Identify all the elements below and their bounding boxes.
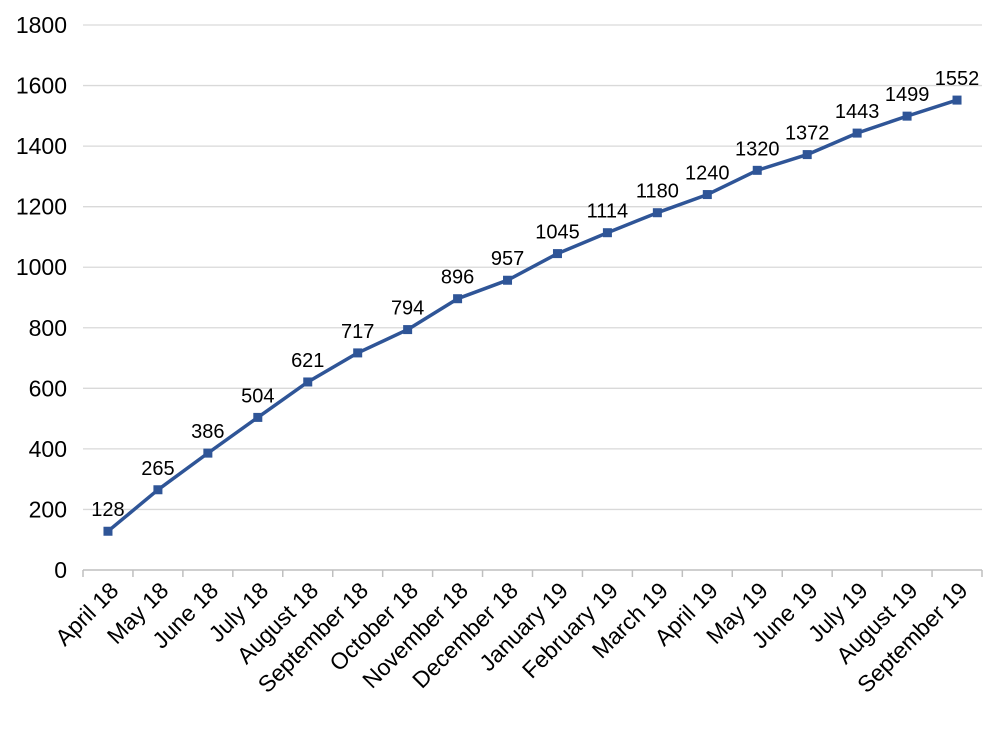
y-tick-label: 1600 <box>16 73 67 99</box>
data-label: 1240 <box>685 163 730 185</box>
data-label: 717 <box>341 321 374 343</box>
y-tick-label: 1200 <box>16 194 67 220</box>
data-point <box>652 208 662 218</box>
data-label: 896 <box>441 267 474 289</box>
data-labels: 128 265 386 504 621 717 794 896 957 1045 1114 1180 1… <box>91 68 979 521</box>
data-label: 265 <box>141 458 174 480</box>
y-tick-label: 1400 <box>16 133 67 159</box>
y-tick-label: 600 <box>29 375 67 401</box>
data-point <box>602 228 612 238</box>
data-label: 1552 <box>935 68 980 90</box>
data-label: 1499 <box>885 84 930 106</box>
data-label: 128 <box>91 499 124 521</box>
data-label: 1114 <box>587 201 629 223</box>
data-point <box>852 128 862 138</box>
y-tick-label: 1800 <box>16 12 67 38</box>
data-point <box>253 412 263 422</box>
data-point <box>353 348 363 358</box>
data-point <box>453 294 463 304</box>
data-point <box>503 275 513 285</box>
data-point <box>702 190 712 200</box>
data-label: 1045 <box>535 222 580 244</box>
data-label: 1320 <box>735 138 780 160</box>
data-label: 504 <box>241 385 274 407</box>
data-point <box>103 526 113 536</box>
data-point <box>303 377 313 387</box>
data-point <box>802 150 812 160</box>
data-point <box>403 325 413 335</box>
data-label: 794 <box>391 298 424 320</box>
y-tick-label: 0 <box>54 557 67 583</box>
y-tick-label: 800 <box>29 315 67 341</box>
y-axis-ticks: 0 200 400 600 800 1000 1200 1400 1600 1800 <box>16 12 67 583</box>
data-point <box>153 485 163 495</box>
data-point <box>203 448 213 458</box>
data-point <box>902 111 912 121</box>
data-points <box>103 95 962 536</box>
data-point <box>752 165 762 175</box>
data-label: 386 <box>191 421 224 443</box>
data-point <box>552 249 562 259</box>
y-tick-label: 200 <box>29 496 67 522</box>
data-label: 1443 <box>835 101 880 123</box>
data-point <box>952 95 962 105</box>
data-label: 957 <box>491 248 524 270</box>
data-label: 1372 <box>785 123 830 145</box>
data-label: 1180 <box>636 181 679 203</box>
series-line <box>106 98 958 533</box>
series-line-path <box>106 98 958 533</box>
data-label: 621 <box>291 350 324 372</box>
y-tick-label: 1000 <box>16 254 67 280</box>
x-axis <box>82 569 983 577</box>
y-tick-label: 400 <box>29 436 67 462</box>
